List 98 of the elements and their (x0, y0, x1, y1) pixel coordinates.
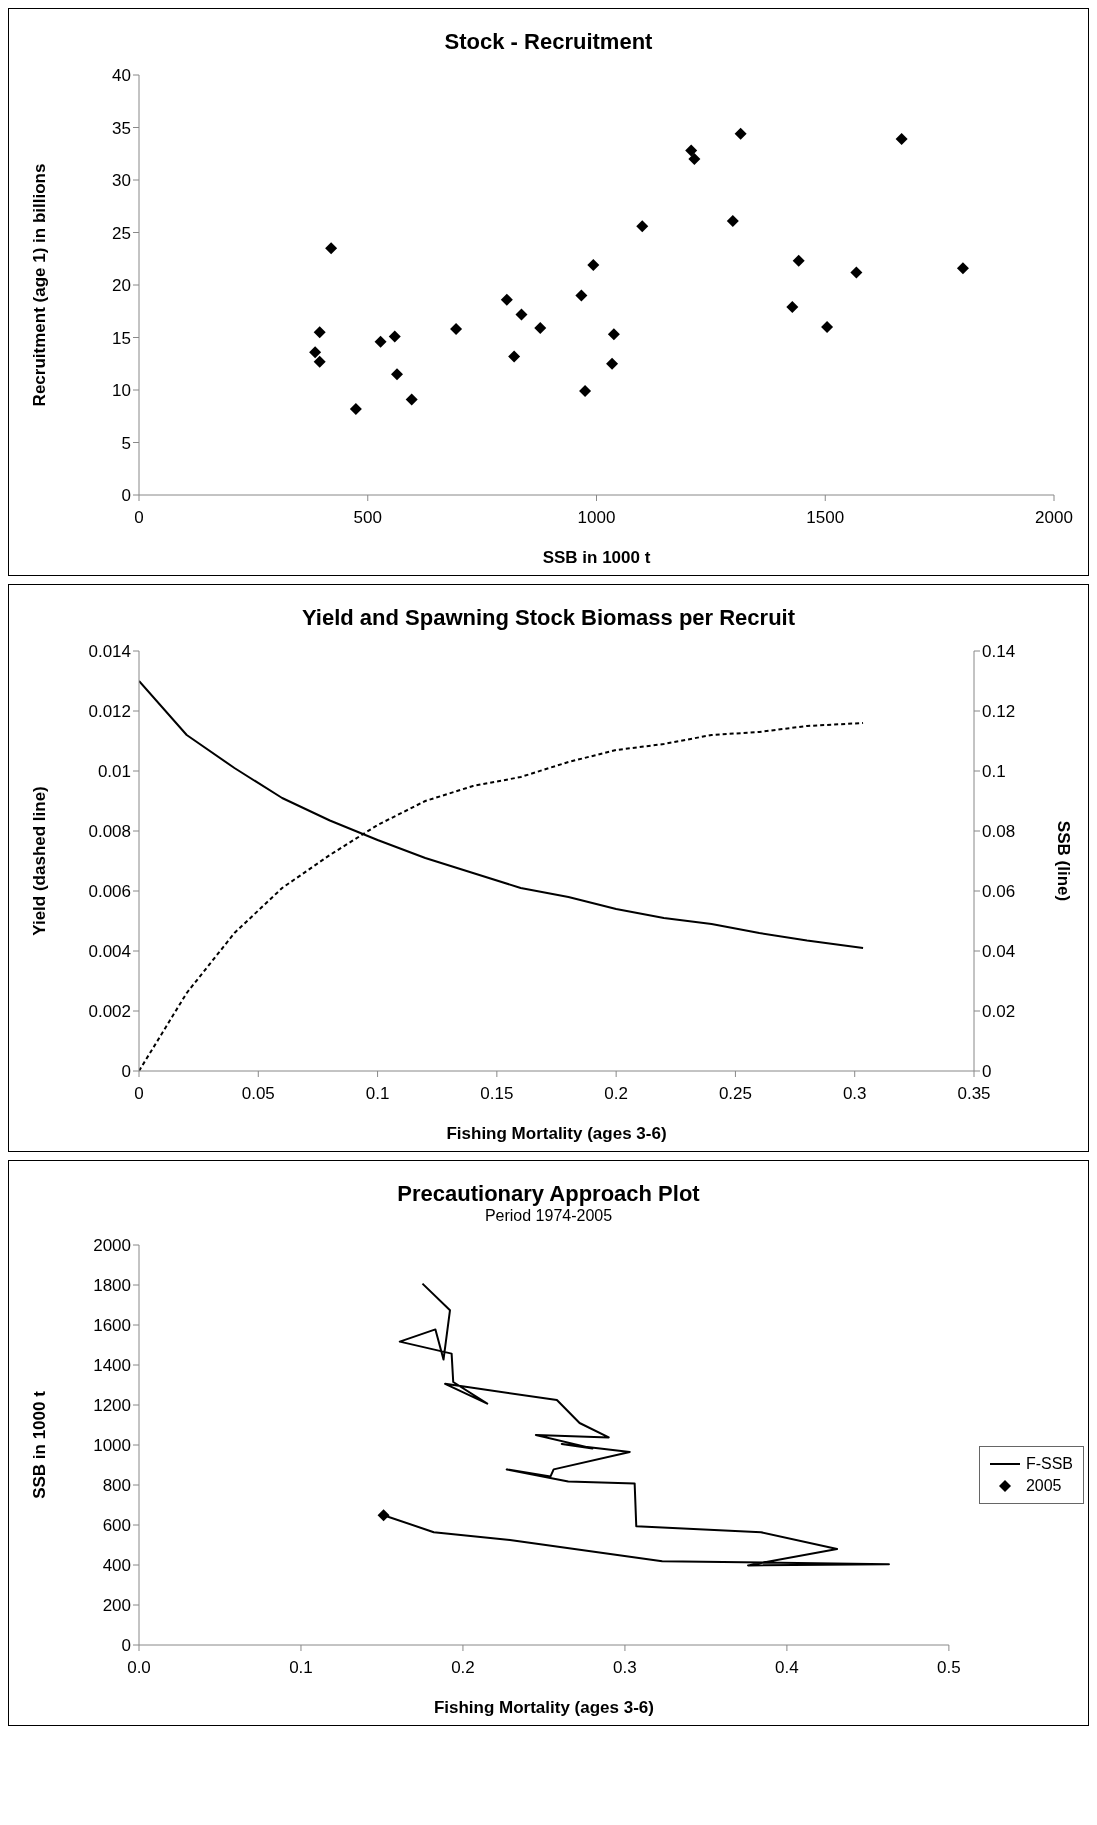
x-tick-label: 0.1 (365, 1084, 390, 1104)
point (579, 385, 592, 398)
y-tick-label: 40 (112, 66, 131, 86)
x-tick-label: 0.15 (480, 1084, 514, 1104)
y-tick-label: 0 (121, 1636, 131, 1656)
point (587, 259, 600, 272)
y-tick-label: 15 (112, 328, 131, 348)
x-tick-label: 1500 (806, 508, 845, 528)
y-tick-label: 35 (112, 118, 131, 138)
point (309, 346, 322, 359)
x-tick-label: 1000 (577, 508, 616, 528)
point (388, 330, 401, 343)
x-tick-label: 0.25 (718, 1084, 752, 1104)
point (786, 301, 799, 314)
y-tick-label: 5 (121, 433, 131, 453)
point (895, 133, 908, 146)
x-axis-title: SSB in 1000 t (542, 548, 651, 567)
point (313, 326, 326, 339)
legend-label: F-SSB (1025, 1454, 1073, 1474)
y-tick-label: 10 (112, 381, 131, 401)
point (685, 144, 698, 157)
y-tick-label: 0.014 (88, 642, 131, 662)
x-tick-label: 0.0 (127, 1658, 151, 1678)
y-tick-label: 20 (112, 276, 131, 296)
point (956, 262, 969, 275)
point (515, 308, 528, 321)
y2-tick-label: 0.08 (982, 822, 1016, 842)
y-tick-label: 0.004 (88, 942, 131, 962)
point (508, 350, 521, 363)
y-tick-label: 0 (121, 486, 131, 506)
point (325, 242, 338, 255)
point (349, 402, 362, 415)
chart-title: Precautionary Approach Plot (396, 1181, 701, 1207)
point (734, 127, 747, 140)
y-tick-label: 2000 (93, 1236, 131, 1256)
y-tick-label: 1200 (93, 1396, 131, 1416)
chart-title: Stock - Recruitment (443, 29, 654, 55)
chart-title: Yield and Spawning Stock Biomass per Recruit (300, 605, 797, 631)
x-tick-label: 0.3 (613, 1658, 637, 1678)
y-axis-title: Recruitment (age 1) in billions (30, 163, 50, 407)
y-tick-label: 1600 (93, 1316, 131, 1336)
x-axis-title: Fishing Mortality (ages 3-6) (446, 1124, 667, 1143)
x-tick-label: 0.05 (241, 1084, 275, 1104)
y-tick-label: 0.01 (97, 762, 131, 782)
y-axis-title: SSB in 1000 t (30, 1390, 50, 1499)
point (636, 220, 649, 233)
y-tick-label: 25 (112, 223, 131, 243)
point (606, 357, 619, 370)
y2-tick-label: 0.06 (982, 882, 1016, 902)
point (792, 254, 805, 267)
y2-tick-label: 0.12 (982, 702, 1016, 722)
y-tick-label: 0.002 (88, 1002, 131, 1022)
x-tick-label: 0.3 (842, 1084, 867, 1104)
y2-tick-label: 0.04 (982, 942, 1016, 962)
point (726, 214, 739, 227)
x-tick-label: 0 (134, 1084, 144, 1104)
y-tick-label: 800 (102, 1476, 131, 1496)
y-tick-label: 0.006 (88, 882, 131, 902)
legend-label: 2005 (1025, 1476, 1062, 1496)
y-tick-label: 0 (121, 1062, 131, 1082)
point (374, 335, 387, 348)
x-axis-title: Fishing Mortality (ages 3-6) (433, 1698, 654, 1717)
y-tick-label: 600 (102, 1516, 131, 1536)
x-tick-label: 0.1 (289, 1658, 313, 1678)
x-tick-label: 0 (134, 508, 144, 528)
x-tick-label: 2000 (1035, 508, 1073, 528)
x-tick-label: 0.4 (775, 1658, 799, 1678)
y2-tick-label: 0 (982, 1062, 992, 1082)
y-tick-label: 1000 (93, 1436, 131, 1456)
x-tick-label: 0.2 (604, 1084, 628, 1104)
point (405, 393, 418, 406)
y-tick-label: 400 (102, 1556, 131, 1576)
x-tick-label: 0.35 (957, 1084, 991, 1104)
x-tick-label: 0.2 (451, 1658, 475, 1678)
point (391, 368, 404, 381)
y2-tick-label: 0.1 (982, 762, 1006, 782)
point (500, 293, 513, 306)
y2-axis-title: SSB (line) (1053, 820, 1073, 902)
point (688, 153, 701, 165)
point (450, 323, 463, 336)
x-tick-label: 500 (353, 508, 382, 528)
y-tick-label: 1400 (93, 1356, 131, 1376)
y-tick-label: 1800 (93, 1276, 131, 1296)
y-tick-label: 0.008 (88, 822, 131, 842)
x-tick-label: 0.5 (937, 1658, 961, 1678)
point (607, 328, 620, 341)
y-axis-title: Yield (dashed line) (30, 786, 50, 936)
point (821, 321, 834, 333)
point (534, 322, 547, 335)
point (313, 355, 326, 368)
y2-tick-label: 0.14 (982, 642, 1016, 662)
y2-tick-label: 0.02 (982, 1002, 1016, 1022)
y-tick-label: 30 (112, 171, 131, 191)
y-tick-label: 0.012 (88, 702, 131, 722)
y-tick-label: 200 (102, 1596, 131, 1616)
point (850, 266, 863, 279)
chart-subtitle: Period 1974-2005 (483, 1207, 614, 1225)
point (575, 289, 588, 302)
